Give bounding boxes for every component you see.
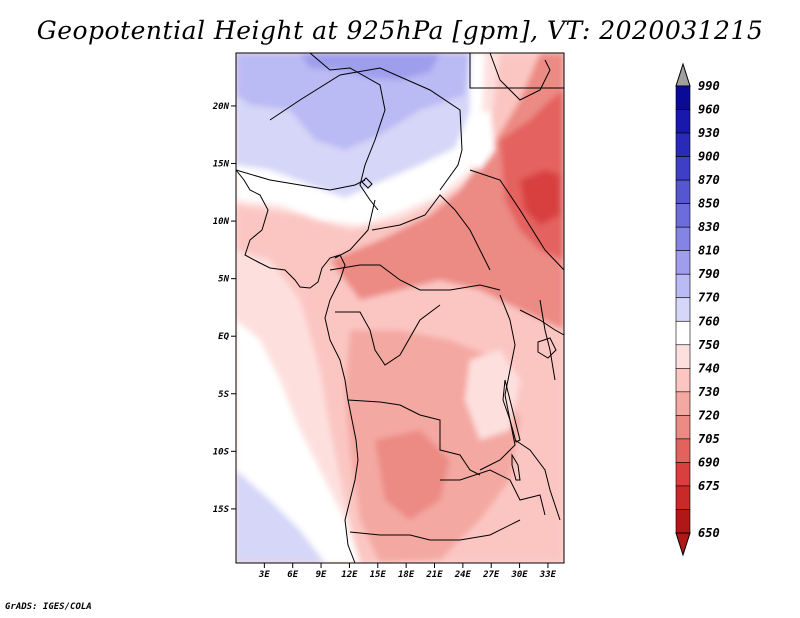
lat-tick-label: 5N — [218, 275, 229, 285]
colorbar-swatch — [675, 509, 691, 534]
colorbar-label: 740 — [698, 361, 720, 375]
colorbar-swatch — [675, 462, 691, 487]
lat-tick-label: 15S — [213, 505, 230, 515]
colorbar-label: 960 — [698, 103, 720, 117]
field-region-sahara-north-core — [236, 53, 470, 150]
border-ethiopia — [469, 169, 564, 271]
border-car-chad — [371, 194, 491, 271]
colorbar-label: 750 — [698, 338, 720, 352]
colorbar-swatch — [675, 273, 691, 299]
country-borders — [236, 53, 564, 563]
colorbar-swatch — [675, 226, 691, 251]
lat-tick-label: 5S — [218, 390, 229, 400]
colorbar-label: 870 — [698, 173, 720, 187]
colorbar-label: 990 — [698, 79, 720, 93]
colorbar-swatch — [675, 438, 691, 463]
border-drc-east — [479, 294, 516, 471]
field-region-south-atlantic — [236, 470, 325, 563]
border-sudan-egypt — [469, 53, 564, 89]
colorbar-label: 900 — [698, 150, 720, 164]
lake-malawi — [511, 453, 521, 481]
map-title: Geopotential Height at 925hPa [gpm], VT:… — [36, 16, 764, 45]
colorbar-label: 850 — [698, 197, 720, 211]
border-east-coast — [519, 309, 564, 336]
colorbar-bottom-arrow — [675, 532, 691, 557]
colorbar-label: 760 — [698, 314, 720, 328]
colorbar-label: 690 — [698, 455, 720, 469]
lake-chad — [361, 177, 373, 189]
colorbar-swatch — [675, 85, 691, 110]
colorbar-swatch — [675, 297, 691, 322]
colorbar-swatch — [675, 109, 691, 134]
colorbar-swatch — [675, 344, 691, 369]
colorbar-swatch — [675, 320, 691, 346]
grads-credit: GrADS: IGES/COLA — [5, 602, 92, 612]
colorbar-label: 720 — [698, 408, 720, 422]
colorbar-swatch — [675, 415, 691, 440]
colorbar-swatch — [675, 368, 691, 393]
border-red-sea — [489, 53, 551, 101]
border-sahara-north — [309, 53, 386, 211]
map-frame — [235, 52, 565, 564]
lat-tick-label: 10S — [213, 447, 230, 457]
border-zambia — [440, 469, 546, 516]
border-angola-namibia — [349, 519, 521, 541]
border-nigeria-cameroon — [334, 199, 376, 259]
colorbar-label: 790 — [698, 267, 720, 281]
colorbar-swatch — [675, 156, 691, 181]
colorbar-label: 650 — [698, 526, 720, 540]
field-region-angola — [375, 430, 450, 520]
lon-tick-label: 24E — [454, 570, 472, 580]
colorbar-label: 930 — [698, 126, 720, 140]
colorbar-label: 730 — [698, 385, 720, 399]
border-car-south — [329, 264, 501, 291]
colorbar-label: 705 — [698, 432, 720, 446]
lon-tick-label: 21E — [425, 570, 443, 580]
lon-tick-label: 18E — [398, 570, 415, 580]
border-kenya — [539, 299, 556, 381]
lon-tick-label: 15E — [370, 570, 387, 580]
border-chad-libya — [269, 67, 463, 191]
border-tanzania — [514, 439, 561, 521]
colorbar-label: 675 — [698, 479, 720, 493]
colorbar-swatch — [675, 203, 691, 228]
lat-tick-label: 15N — [213, 160, 230, 170]
lon-tick-label: 3E — [258, 570, 270, 580]
colorbar-label: 830 — [698, 220, 720, 234]
map-axes: 20N 15N 10N 5N EQ 5S 10S 15S 3E 6E 9E 12E 15E 18E 21E 2… — [212, 102, 557, 580]
colorbar-swatch — [675, 485, 691, 510]
lat-tick-label: 10N — [213, 217, 230, 227]
coastline-west-africa — [236, 169, 359, 563]
lake-tanganyika — [502, 379, 521, 443]
colorbar-swatch — [675, 179, 691, 204]
lat-tick-label: EQ — [218, 332, 229, 342]
field-region-sudan-ethiopia — [330, 53, 564, 330]
colorbar-label: 770 — [698, 291, 720, 305]
lon-tick-label: 6E — [287, 570, 298, 580]
colorbar-swatch — [675, 391, 691, 416]
lon-tick-label: 27E — [482, 570, 500, 580]
geopotential-field — [236, 53, 564, 563]
lake-victoria — [537, 337, 557, 359]
border-gabon-congo — [335, 304, 441, 366]
field-region-sahara-deep — [300, 53, 440, 80]
field-region-red-sea-peak — [520, 170, 560, 225]
field-region-lakes-light — [465, 350, 520, 440]
colorbar-label: 810 — [698, 244, 720, 258]
lon-tick-label: 33E — [539, 570, 557, 580]
colorbar-swatch — [675, 132, 691, 157]
field-region-east-white — [465, 110, 495, 170]
border-sahel — [236, 169, 366, 191]
lon-tick-label: 30E — [510, 570, 528, 580]
colorbar-swatch — [675, 250, 691, 275]
field-region-sahel-band — [236, 53, 485, 225]
lon-tick-label: 12E — [341, 570, 358, 580]
colorbar-top-arrow — [675, 62, 691, 87]
border-drc-angola — [347, 399, 481, 476]
lon-tick-label: 9E — [316, 570, 327, 580]
colorbar: 990 960 930 900 870 850 830 810 790 770 760 750 740 7… — [675, 62, 720, 557]
lat-tick-label: 20N — [212, 102, 230, 112]
